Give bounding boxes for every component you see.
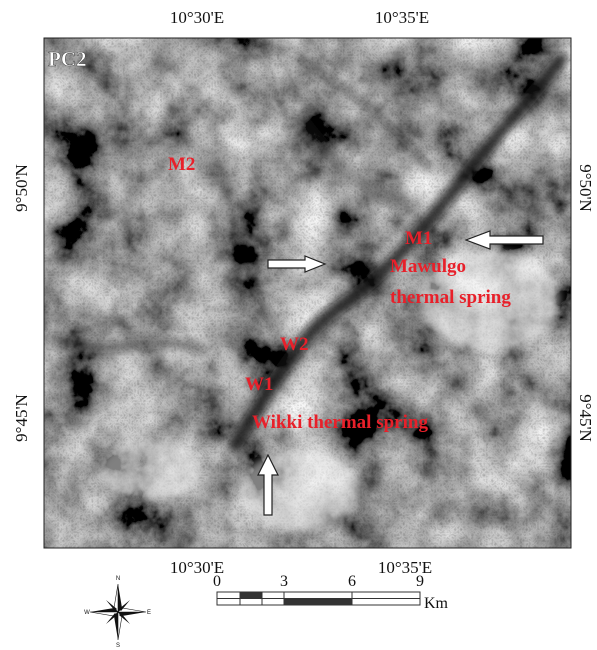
left-lat-label: 9°50'N bbox=[12, 164, 31, 212]
compass-e: E bbox=[147, 610, 151, 616]
compass-n: N bbox=[116, 576, 120, 582]
site-label: thermal spring bbox=[390, 287, 511, 308]
map-figure: PC2 10°30'E 10°35'E 10°30'E 10°35'E 9°50… bbox=[0, 0, 597, 650]
site-label: M1 bbox=[405, 228, 432, 249]
scale-tick-label: 3 bbox=[280, 573, 288, 590]
site-label: W1 bbox=[245, 374, 274, 395]
top-lon-label: 10°35'E bbox=[375, 8, 429, 27]
scale-unit: Km bbox=[424, 595, 449, 612]
scale-tick-label: 6 bbox=[348, 573, 356, 590]
scale-bar bbox=[217, 592, 420, 605]
right-lat-label: 9°45'N bbox=[576, 394, 595, 442]
site-label: Wikki thermal spring bbox=[252, 412, 428, 433]
panel-label: PC2 bbox=[48, 47, 87, 71]
left-lat-label: 9°45'N bbox=[12, 394, 31, 442]
top-lon-label: 10°30'E bbox=[170, 8, 224, 27]
north-arrow bbox=[90, 584, 146, 640]
site-label: W2 bbox=[280, 334, 309, 355]
right-lat-label: 9°50'N bbox=[576, 164, 595, 212]
scale-tick-label: 9 bbox=[416, 573, 424, 590]
compass-w: W bbox=[84, 610, 90, 616]
site-label: Mawulgo bbox=[390, 256, 466, 277]
scale-tick-label: 0 bbox=[213, 573, 221, 590]
site-label: M2 bbox=[168, 154, 195, 175]
compass-s: S bbox=[116, 643, 120, 649]
